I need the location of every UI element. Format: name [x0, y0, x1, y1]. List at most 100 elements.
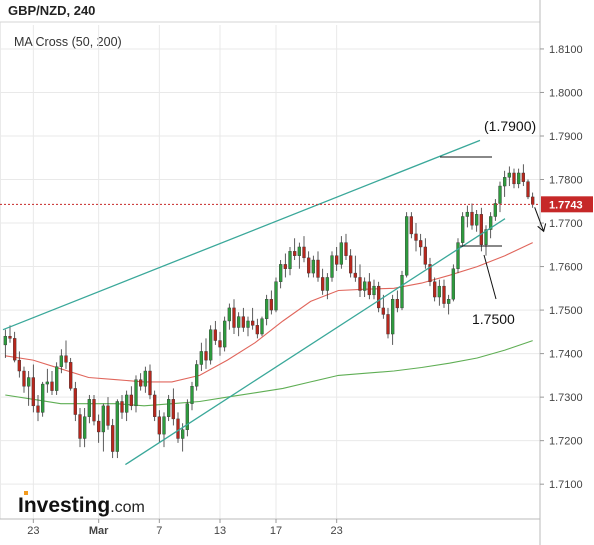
candle: [269, 290, 273, 315]
candle-body-up: [475, 214, 479, 226]
candle: [106, 397, 110, 430]
candle-body-up: [199, 351, 203, 365]
candle-body-up: [134, 379, 138, 407]
candle: [339, 236, 343, 269]
candle-body-down: [526, 181, 530, 198]
candle-body-up: [223, 320, 227, 348]
candle: [45, 368, 49, 393]
down-arrow-head: [537, 223, 547, 233]
candle-body-down: [433, 281, 437, 298]
candle-body-down: [283, 264, 287, 269]
candle: [237, 312, 241, 337]
candle-body-down: [358, 277, 362, 291]
candle: [344, 233, 348, 261]
candle-body-down: [97, 420, 101, 433]
channel-upper-line: [2, 139, 481, 331]
current-price-line: 1.7743: [0, 196, 593, 213]
candle-body-up: [339, 242, 343, 265]
ma-50-line: [5, 242, 533, 383]
candle: [204, 338, 208, 369]
candle: [218, 331, 222, 356]
candle: [423, 238, 427, 269]
candle-body-down: [307, 257, 311, 274]
candle-body-up: [503, 177, 507, 187]
candle: [451, 264, 455, 302]
y-tick-label: 1.7500: [549, 305, 583, 317]
candle-body-up: [55, 366, 59, 391]
candle-body-up: [167, 399, 171, 417]
logo-wordmark: Investing: [18, 494, 110, 517]
candle-body-down: [17, 359, 21, 372]
candle: [433, 277, 437, 302]
candle: [531, 192, 535, 208]
candle: [73, 381, 77, 422]
candle: [115, 399, 119, 459]
candle-body-down: [31, 377, 35, 407]
candle: [153, 390, 157, 422]
candle-body-up: [493, 203, 497, 217]
candle-body-down: [381, 307, 385, 315]
candle: [255, 318, 259, 339]
candle-body-up: [59, 355, 63, 367]
candle-body-up: [400, 275, 404, 309]
candle: [447, 294, 451, 315]
candle-body-up: [330, 255, 334, 278]
candle-body-down: [377, 285, 381, 309]
candle-body-down: [428, 264, 432, 282]
candle: [302, 236, 306, 263]
candle-body-down: [73, 388, 77, 415]
candle: [125, 390, 129, 422]
candle-body-down: [78, 414, 82, 439]
candle: [279, 260, 283, 289]
candle-body-down: [69, 362, 73, 389]
candle-body-down: [176, 418, 180, 439]
annotation-upper-target: (1.7900): [484, 118, 536, 134]
grid: [0, 21, 541, 520]
x-tick-label: Mar: [89, 525, 109, 537]
candle: [176, 412, 180, 443]
candle-body-up: [437, 285, 441, 298]
candle-body-up: [227, 307, 231, 322]
candle: [465, 205, 469, 228]
candle: [316, 251, 320, 282]
y-tick-label: 1.7300: [549, 392, 583, 404]
candle-body-down: [111, 425, 115, 452]
candle-body-up: [45, 381, 49, 385]
candle: [265, 294, 269, 326]
candle-body-up: [3, 335, 7, 346]
candle-body-up: [461, 216, 465, 243]
channel-lower-line: [125, 218, 506, 466]
candle: [129, 386, 133, 411]
candle-body-down: [171, 399, 175, 420]
x-tick-label: 23: [27, 525, 39, 537]
candle: [437, 279, 441, 306]
candle-body-up: [363, 281, 367, 291]
candle-body-down: [241, 316, 245, 328]
candle: [64, 340, 68, 369]
candle-body-up: [87, 399, 91, 417]
candle-body-up: [507, 172, 511, 178]
candle: [335, 246, 339, 271]
candle: [363, 277, 367, 298]
x-tick-label: 13: [214, 525, 226, 537]
candle-body-up: [447, 299, 451, 304]
candle-body-up: [162, 416, 166, 435]
candle-body-down: [36, 405, 40, 413]
candle-body-up: [143, 370, 147, 387]
candle: [143, 366, 147, 393]
candles: [3, 164, 535, 459]
candle-body-down: [349, 255, 353, 274]
candle-body-down: [521, 172, 525, 182]
candle: [195, 360, 199, 391]
candle: [283, 253, 287, 278]
y-tick-label: 1.7600: [549, 262, 583, 274]
candle: [391, 294, 395, 345]
candle: [442, 279, 446, 308]
candle-body-down: [419, 240, 423, 248]
candle: [190, 381, 194, 411]
candle-body-up: [288, 251, 292, 269]
target-pointer-line: [483, 254, 497, 300]
candle: [493, 199, 497, 221]
plot-frame: [0, 21, 541, 520]
